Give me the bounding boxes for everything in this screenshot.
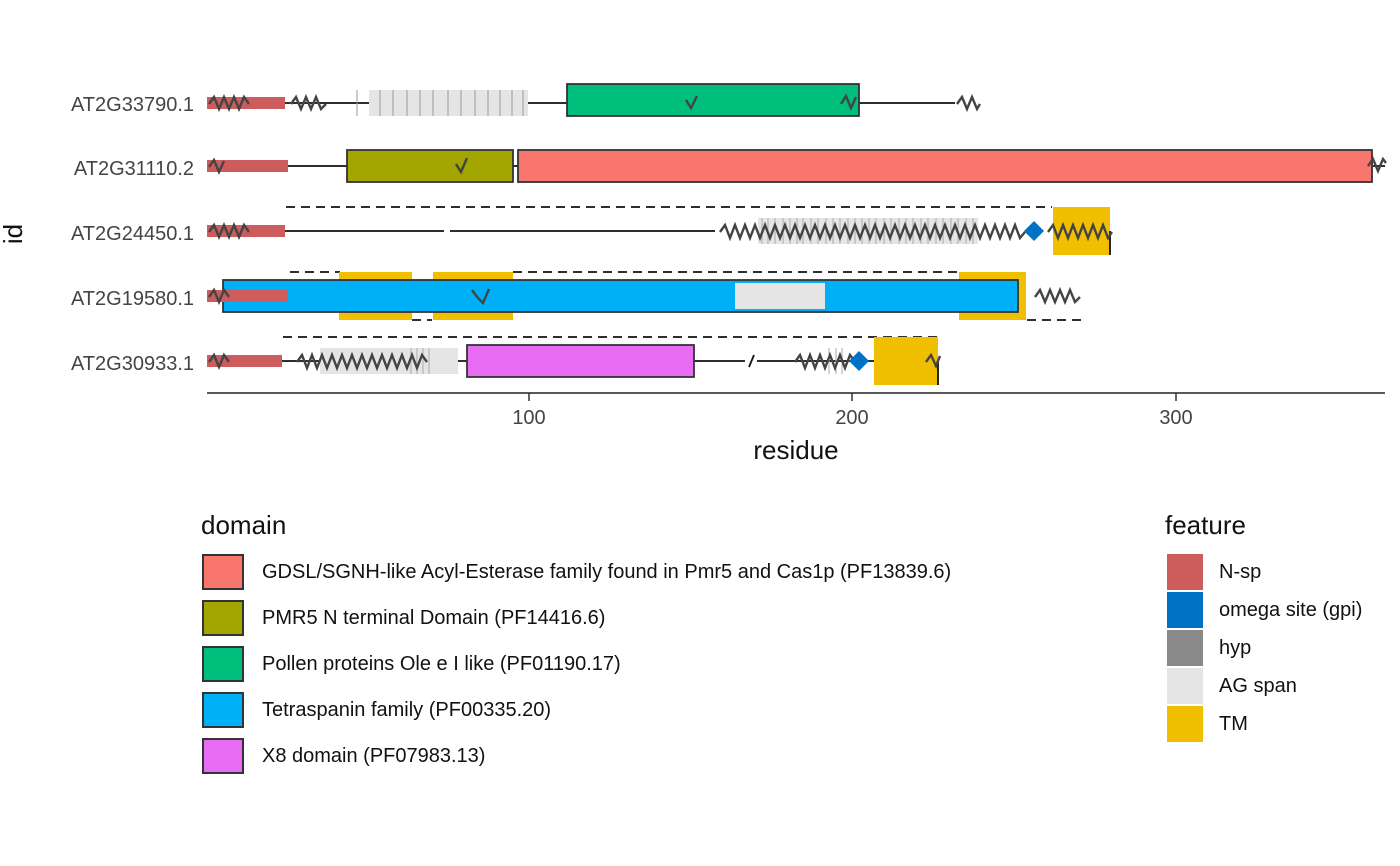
legend-label: TM (1219, 712, 1248, 735)
legend-swatch (1167, 630, 1203, 666)
legend-swatch (202, 692, 244, 728)
legend-label: PMR5 N terminal Domain (PF14416.6) (262, 606, 606, 629)
legend-swatch (202, 646, 244, 682)
feature-legend-item: N-sp (1167, 554, 1261, 590)
domain-legend-item: Tetraspanin family (PF00335.20) (202, 692, 551, 728)
disorder-zigzag (684, 95, 699, 111)
legend-swatch (1167, 706, 1203, 742)
n-sp-signal (207, 160, 288, 172)
track-row-1 (207, 83, 982, 117)
disorder-zigzag (794, 351, 856, 372)
feature-legend-item: AG span (1167, 668, 1297, 704)
disorder-zigzag (1034, 286, 1081, 306)
x-tick-label-300: 300 (1159, 407, 1192, 429)
legend-label: N-sp (1219, 560, 1262, 583)
domain-legend-item: PMR5 N terminal Domain (PF14416.6) (202, 600, 605, 636)
disorder-zigzag (471, 288, 491, 306)
feature-legend-item: TM (1167, 706, 1248, 742)
feature-legend-title: feature (1165, 510, 1246, 540)
domain-legend-item: Pollen proteins Ole e I like (PF01190.17… (202, 646, 621, 682)
legend-swatch (1167, 554, 1203, 590)
ag-span (735, 283, 825, 309)
disorder-zigzag (719, 221, 1026, 242)
legend-swatch (202, 554, 244, 590)
disorder-zigzag (296, 351, 428, 372)
disorder-zigzag (1367, 156, 1387, 175)
omega-site-marker (1024, 221, 1044, 241)
legend-label: GDSL/SGNH-like Acyl-Esterase family foun… (262, 560, 952, 583)
pmr5-n-terminal-domain (346, 149, 514, 183)
track-row-3 (207, 206, 1113, 255)
track-row-2 (207, 149, 1387, 183)
disorder-zigzag (454, 157, 469, 175)
legend-swatch (202, 600, 244, 636)
legend-label: X8 domain (PF07983.13) (262, 744, 486, 767)
y-axis-title: id (0, 224, 28, 244)
disorder-zigzag (290, 93, 327, 113)
protein-label: AT2G19580.1 (71, 288, 194, 310)
protein-label: AT2G33790.1 (71, 94, 194, 116)
track-row-4 (207, 271, 1082, 321)
domain-legend-item: X8 domain (PF07983.13) (202, 738, 485, 774)
legend-label: hyp (1219, 636, 1252, 659)
legend-label: omega site (gpi) (1219, 598, 1363, 621)
legend-swatch (1167, 592, 1203, 628)
pollen-ole-domain (566, 83, 860, 117)
legend-label: Pollen proteins Ole e I like (PF01190.17… (262, 652, 621, 675)
x-axis-title: residue (753, 435, 838, 465)
protein-label: AT2G30933.1 (71, 353, 194, 375)
disorder-zigzag (208, 352, 230, 371)
hyp-ticks (356, 90, 524, 116)
legend-swatch (1167, 668, 1203, 704)
x-tick-label-100: 100 (512, 407, 545, 429)
disorder-zigzag (208, 287, 230, 306)
protein-label: AT2G24450.1 (71, 223, 194, 245)
legend-swatch (202, 738, 244, 774)
hyp-ticks (410, 348, 843, 374)
disorder-zigzag (208, 221, 250, 241)
legend-label: AG span (1219, 674, 1297, 697)
disorder-zigzag (208, 93, 250, 113)
protein-label: AT2G31110.2 (74, 158, 194, 180)
disorder-zigzag (208, 157, 226, 176)
track-row-5 (207, 336, 942, 385)
feature-legend-item: hyp (1167, 630, 1251, 666)
tm-region (874, 337, 938, 385)
feature-legend-item: omega site (gpi) (1167, 592, 1362, 628)
x-tick-label-200: 200 (835, 407, 868, 429)
disorder-zigzag (925, 352, 942, 370)
disorder-zigzag (956, 93, 982, 113)
omega-site-marker (849, 351, 869, 371)
tetraspanin-domain (222, 279, 1019, 313)
backbone-break (748, 354, 755, 368)
legend-label: Tetraspanin family (PF00335.20) (262, 698, 552, 721)
domain-legend-title: domain (201, 510, 287, 540)
disorder-zigzag (839, 93, 858, 112)
disorder-zigzag (1047, 221, 1113, 242)
x8-domain (466, 344, 695, 378)
gdsl-esterase-domain (517, 149, 1373, 183)
domain-legend-item: GDSL/SGNH-like Acyl-Esterase family foun… (202, 554, 951, 590)
